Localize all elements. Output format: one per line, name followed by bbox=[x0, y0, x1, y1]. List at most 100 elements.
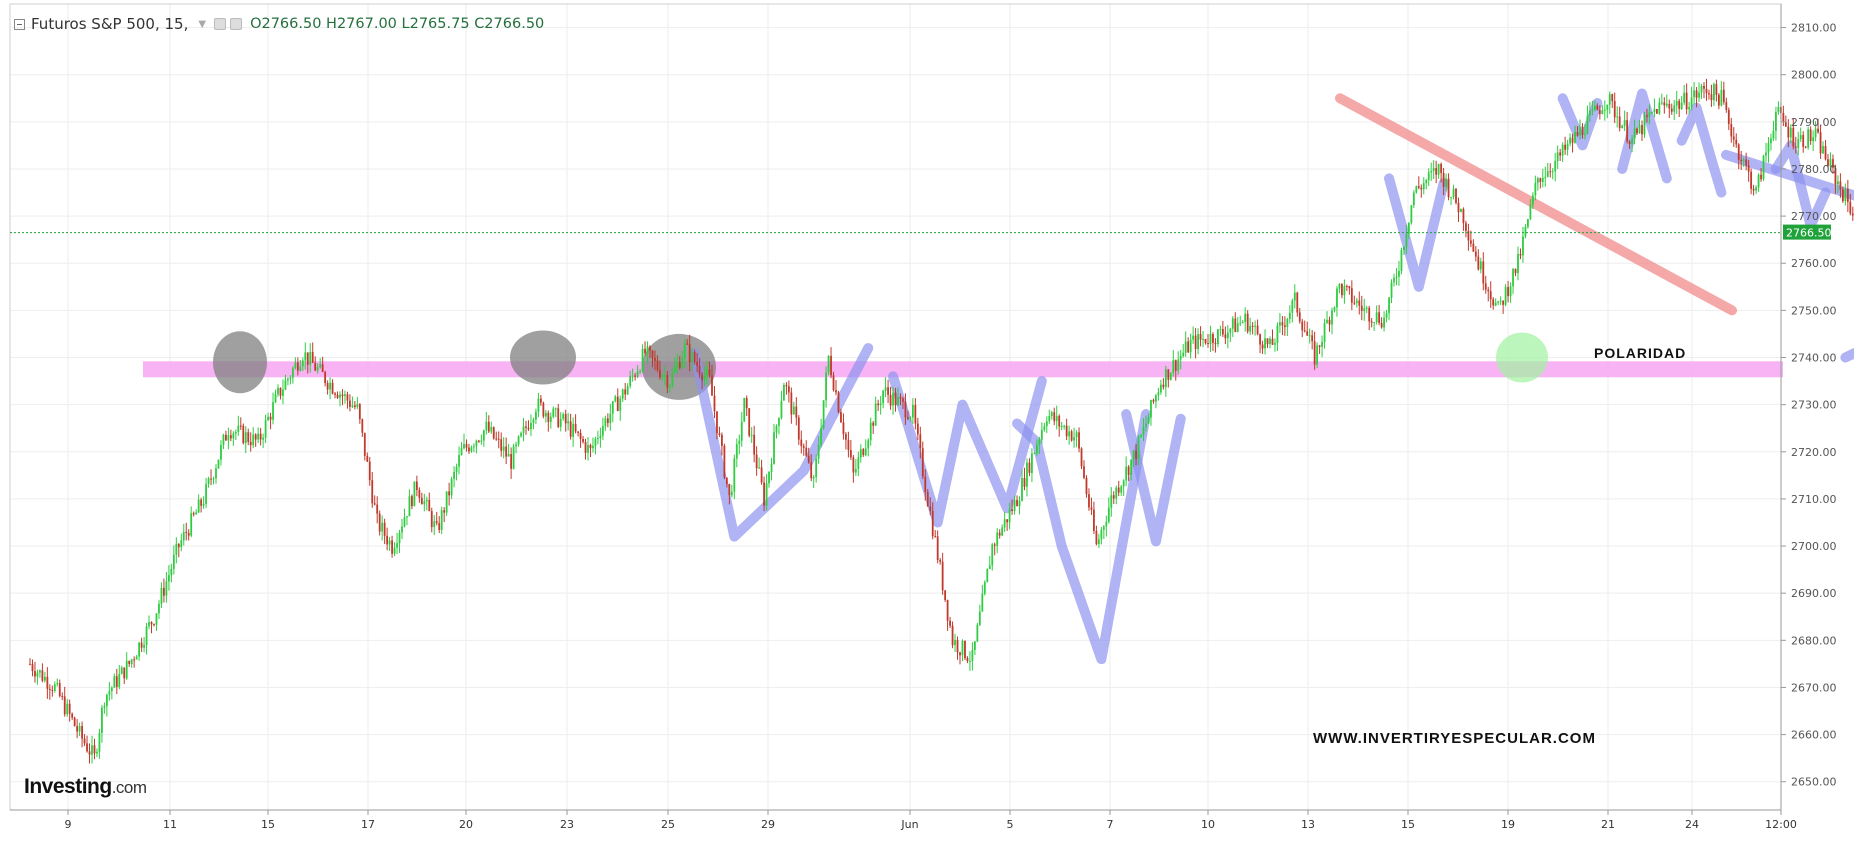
candle-body bbox=[1531, 195, 1534, 205]
candle-body bbox=[185, 531, 188, 533]
candle-body bbox=[1229, 328, 1232, 333]
candle-body bbox=[413, 481, 416, 507]
candle-body bbox=[1740, 159, 1743, 162]
candle-body bbox=[1199, 334, 1202, 340]
candle-body bbox=[346, 394, 349, 401]
candle-body bbox=[319, 364, 322, 368]
candle-body bbox=[1442, 173, 1445, 187]
candle-body bbox=[1499, 300, 1502, 302]
candle-body bbox=[1209, 334, 1212, 344]
candle-body bbox=[1266, 338, 1269, 344]
chevron-down-icon[interactable]: ▼ bbox=[198, 18, 207, 30]
last-price-label: 2766.50 bbox=[1786, 227, 1832, 240]
candle-body bbox=[1641, 125, 1643, 135]
candle-body bbox=[376, 504, 379, 514]
collapse-icon[interactable] bbox=[14, 18, 25, 30]
candle-body bbox=[864, 448, 867, 456]
y-tick-label: 2730.00 bbox=[1791, 399, 1837, 412]
candle-body bbox=[1415, 186, 1418, 193]
candle-body bbox=[703, 374, 706, 381]
candle-body bbox=[487, 421, 490, 432]
candle-body bbox=[227, 435, 230, 441]
candle-body bbox=[1363, 308, 1366, 311]
candle-body bbox=[1789, 127, 1792, 138]
resistance-trendline bbox=[1335, 93, 1737, 316]
candle-body bbox=[252, 434, 255, 446]
settings-icon[interactable] bbox=[230, 18, 243, 30]
zigzag-line bbox=[689, 343, 874, 542]
candle-body bbox=[1370, 321, 1373, 323]
candle-body bbox=[1137, 436, 1140, 459]
candle-body bbox=[175, 543, 178, 555]
candle-body bbox=[817, 444, 820, 459]
candle-body bbox=[874, 403, 877, 426]
candle-body bbox=[1824, 146, 1827, 160]
candle-body bbox=[649, 346, 651, 351]
candle-body bbox=[641, 348, 644, 372]
candle-body bbox=[1827, 159, 1829, 167]
candle-body bbox=[1011, 509, 1013, 511]
candle-body bbox=[592, 445, 594, 449]
candle-body bbox=[1159, 384, 1162, 393]
candle-body bbox=[1502, 300, 1505, 305]
candle-body bbox=[750, 434, 753, 436]
candle-body bbox=[651, 350, 654, 359]
candle-body bbox=[1048, 415, 1051, 422]
candle-body bbox=[123, 667, 126, 679]
candle-body bbox=[1507, 287, 1509, 297]
candle-body bbox=[815, 458, 818, 478]
y-tick-label: 2760.00 bbox=[1791, 257, 1837, 270]
candle-body bbox=[1155, 395, 1157, 402]
candle-body bbox=[1566, 143, 1569, 150]
candle-body bbox=[1469, 240, 1472, 244]
candle-body bbox=[1321, 341, 1323, 347]
candle-body bbox=[1693, 90, 1695, 98]
candle-body bbox=[51, 689, 54, 691]
candle-body bbox=[862, 449, 865, 456]
y-tick-label: 2690.00 bbox=[1791, 587, 1837, 600]
candle-body bbox=[577, 431, 579, 433]
visibility-icon[interactable] bbox=[214, 18, 227, 30]
candle-body bbox=[1695, 90, 1698, 98]
x-tick-label: 24 bbox=[1685, 818, 1699, 831]
candle-body bbox=[301, 360, 304, 367]
candle-body bbox=[1802, 135, 1805, 147]
candle-body bbox=[1375, 312, 1378, 323]
candle-body bbox=[584, 441, 587, 453]
candle-body bbox=[289, 377, 292, 379]
candle-body bbox=[1628, 141, 1631, 144]
candle-body bbox=[1762, 155, 1765, 180]
candle-body bbox=[1177, 359, 1180, 371]
candle-body bbox=[56, 683, 59, 685]
candle-body bbox=[1492, 299, 1495, 306]
candle-body bbox=[1670, 108, 1673, 112]
candle-body bbox=[1045, 421, 1048, 427]
candle-body bbox=[1403, 246, 1405, 251]
candle-body bbox=[852, 457, 855, 473]
candle-body bbox=[311, 351, 314, 363]
candle-body bbox=[490, 427, 493, 432]
y-tick-label: 2680.00 bbox=[1791, 634, 1837, 647]
candle-body bbox=[1708, 93, 1710, 95]
candle-body bbox=[1167, 369, 1170, 380]
candle-body bbox=[1326, 319, 1328, 324]
candle-body bbox=[1546, 171, 1549, 177]
candle-body bbox=[1832, 159, 1834, 168]
symbol-title: Futuros S&P 500, 15, bbox=[31, 15, 189, 33]
candle-body bbox=[1648, 112, 1651, 117]
candle-body bbox=[316, 367, 319, 371]
candle-body bbox=[1799, 135, 1802, 140]
candle-body bbox=[39, 670, 41, 673]
candle-body bbox=[1112, 495, 1115, 499]
candle-body bbox=[795, 406, 798, 418]
candle-body bbox=[1777, 107, 1780, 113]
candle-body bbox=[820, 428, 823, 445]
candle-body bbox=[1241, 322, 1244, 324]
candle-body bbox=[1611, 94, 1614, 102]
candle-body bbox=[269, 416, 272, 420]
candle-body bbox=[837, 392, 840, 413]
candle-body bbox=[1554, 160, 1557, 172]
website-watermark: WWW.INVERTIRYESPECULAR.COM bbox=[1313, 730, 1596, 747]
